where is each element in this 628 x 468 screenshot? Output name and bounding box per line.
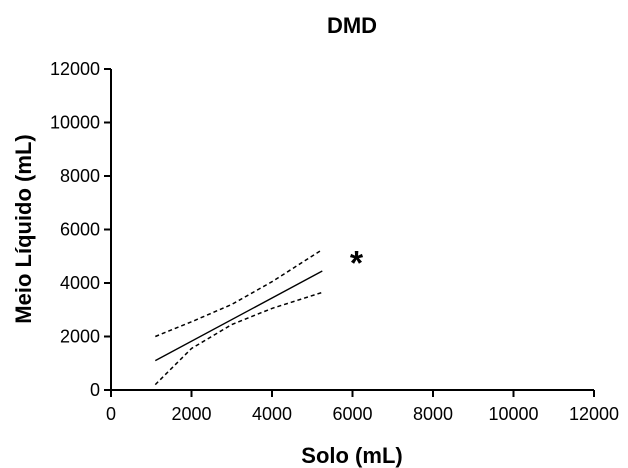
y-tick-label: 4000 <box>60 273 100 293</box>
x-axis-title: Solo (mL) <box>301 443 402 468</box>
chart-title: DMD <box>327 13 377 38</box>
y-tick-label: 2000 <box>60 327 100 347</box>
y-tick-label: 0 <box>90 380 100 400</box>
y-tick-label: 12000 <box>50 59 100 79</box>
x-tick-label: 8000 <box>413 404 453 424</box>
significance-asterisk: * <box>350 244 364 282</box>
ci-upper-line <box>155 248 323 338</box>
y-tick-label: 10000 <box>50 113 100 133</box>
y-axis-title: Meio Líquido (mL) <box>11 134 36 323</box>
x-tick-label: 0 <box>106 404 116 424</box>
x-tick-label: 2000 <box>171 404 211 424</box>
x-tick-label: 12000 <box>569 404 619 424</box>
y-tick-label: 8000 <box>60 166 100 186</box>
y-tick-label: 6000 <box>60 220 100 240</box>
regression-line <box>154 270 323 362</box>
x-tick-label: 4000 <box>252 404 292 424</box>
x-tick-label: 6000 <box>332 404 372 424</box>
plot-area: 0 2000 4000 6000 8000 10000 12000 0 2000 4000 6000… <box>50 59 619 424</box>
x-tick-label: 10000 <box>488 404 538 424</box>
ci-lower-line <box>154 291 323 386</box>
